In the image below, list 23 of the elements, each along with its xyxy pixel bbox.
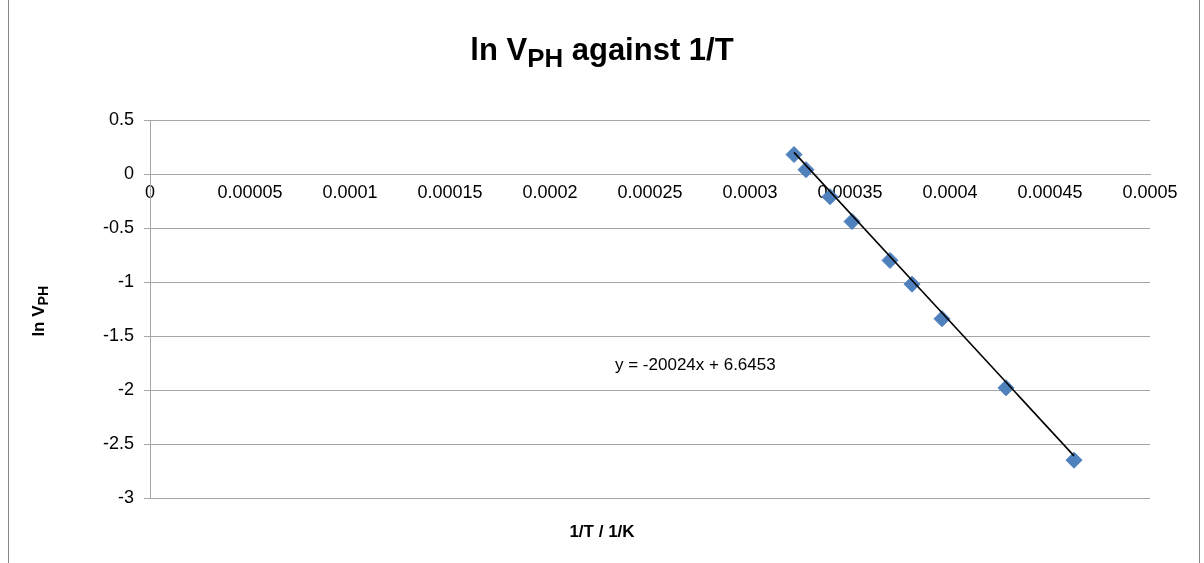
x-tick-label: 0: [144, 181, 156, 202]
y-tick-label: -1.5: [102, 324, 134, 345]
x-tick-label: 0.00005: [217, 181, 283, 202]
y-tick-label: 0.5: [108, 108, 134, 129]
x-axis-title: 1/T / 1/K: [568, 522, 636, 542]
x-tick-label: 0.0001: [322, 181, 378, 202]
y-tick-label: -1: [117, 270, 134, 291]
x-tick-label: 0.0002: [522, 181, 578, 202]
annotation: y = -20024x + 6.6453: [615, 355, 776, 375]
y-tick-label: -2: [117, 378, 134, 399]
point: [785, 146, 803, 164]
y-tick-label: -2.5: [102, 432, 134, 453]
x-tick-label: 0.0003: [722, 181, 778, 202]
point: [1065, 451, 1083, 469]
chart-title: ln V$_{PH}$ against 1/T: [469, 32, 735, 74]
y-tick-label: -3: [117, 486, 134, 507]
x-tick-label: 0.00015: [417, 181, 483, 202]
y-tick-label: -0.5: [102, 216, 134, 237]
x-tick-label: 0.0004: [922, 181, 978, 202]
x-tick-label: 0.00045: [1017, 181, 1083, 202]
y-tick-label: 0: [123, 162, 134, 183]
x-tick-label: 0.0005: [1122, 181, 1178, 202]
x-tick-label: 0.00025: [617, 181, 683, 202]
